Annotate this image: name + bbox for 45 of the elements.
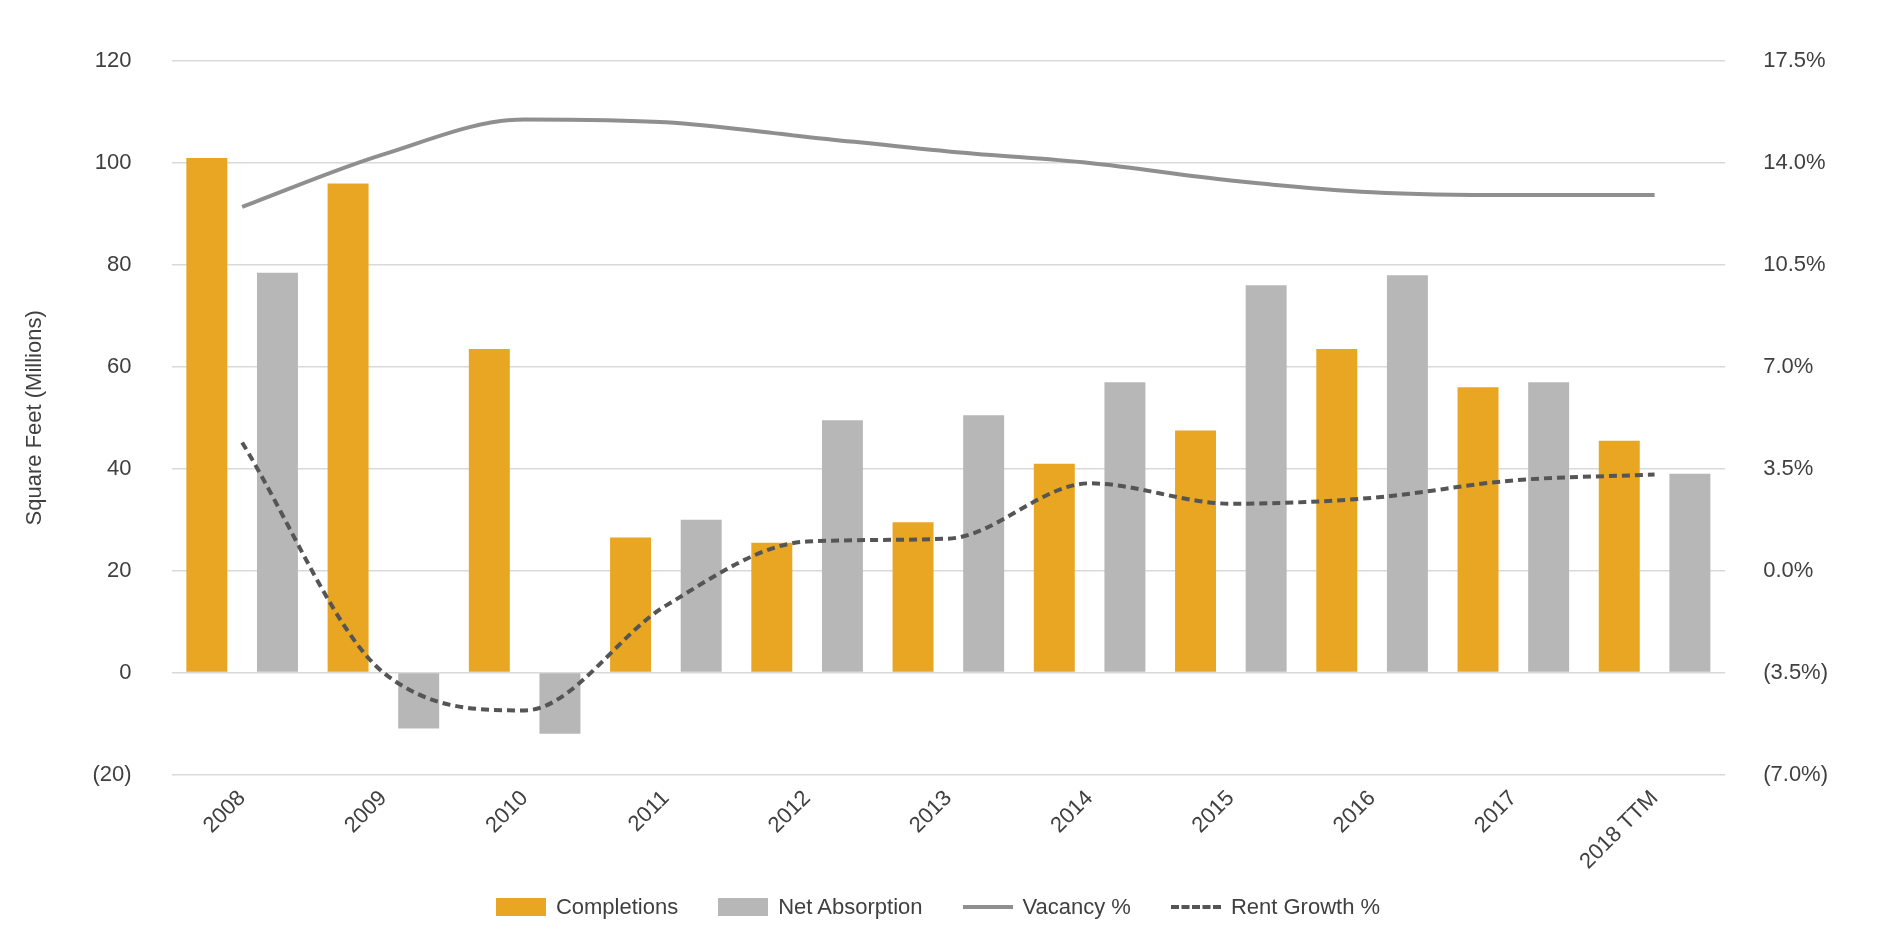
legend-label: Rent Growth % xyxy=(1230,894,1381,920)
y-tick-label: 60 xyxy=(107,352,132,378)
legend-label: Completions xyxy=(555,894,679,920)
bar xyxy=(751,542,793,672)
bar xyxy=(256,272,298,672)
bar xyxy=(468,349,510,672)
bar xyxy=(821,420,863,672)
line-series xyxy=(240,440,1657,713)
legend-label: Net Absorption xyxy=(778,894,923,920)
y2-tick-label: 14.0% xyxy=(1763,149,1826,175)
y-tick-label: 80 xyxy=(107,251,132,277)
bar xyxy=(1598,440,1640,672)
bar xyxy=(1033,463,1075,672)
bar xyxy=(1528,382,1570,672)
y-tick-label: 100 xyxy=(94,149,132,175)
line-series xyxy=(240,117,1657,209)
legend-label: Vacancy % xyxy=(1022,894,1131,920)
bar xyxy=(610,537,652,672)
y-tick-label: 0 xyxy=(119,658,132,684)
y2-tick-label: 0.0% xyxy=(1763,556,1814,582)
y-tick-label: (20) xyxy=(92,760,132,786)
bar xyxy=(892,522,934,672)
bar xyxy=(539,673,581,734)
bar xyxy=(963,415,1005,672)
bar xyxy=(398,673,440,729)
bar xyxy=(1175,430,1217,672)
bar xyxy=(1245,285,1287,672)
y2-tick-label: (7.0%) xyxy=(1763,760,1828,786)
bar xyxy=(1104,382,1146,672)
bar xyxy=(680,519,722,672)
bar xyxy=(186,158,228,672)
y-tick-label: 20 xyxy=(107,556,132,582)
y2-tick-label: 10.5% xyxy=(1763,251,1826,277)
bar xyxy=(1316,349,1358,672)
y2-tick-label: 7.0% xyxy=(1763,352,1814,378)
bar xyxy=(1386,275,1428,672)
bar xyxy=(1457,387,1499,672)
y-axis-title: Square Feet (Millions) xyxy=(21,310,47,526)
y2-tick-label: 3.5% xyxy=(1763,454,1814,480)
bar xyxy=(1669,473,1711,672)
bar xyxy=(327,183,369,672)
y2-tick-label: 17.5% xyxy=(1763,47,1826,73)
y2-tick-label: (3.5%) xyxy=(1763,658,1828,684)
y-tick-label: 40 xyxy=(107,454,132,480)
y-tick-label: 120 xyxy=(94,47,132,73)
